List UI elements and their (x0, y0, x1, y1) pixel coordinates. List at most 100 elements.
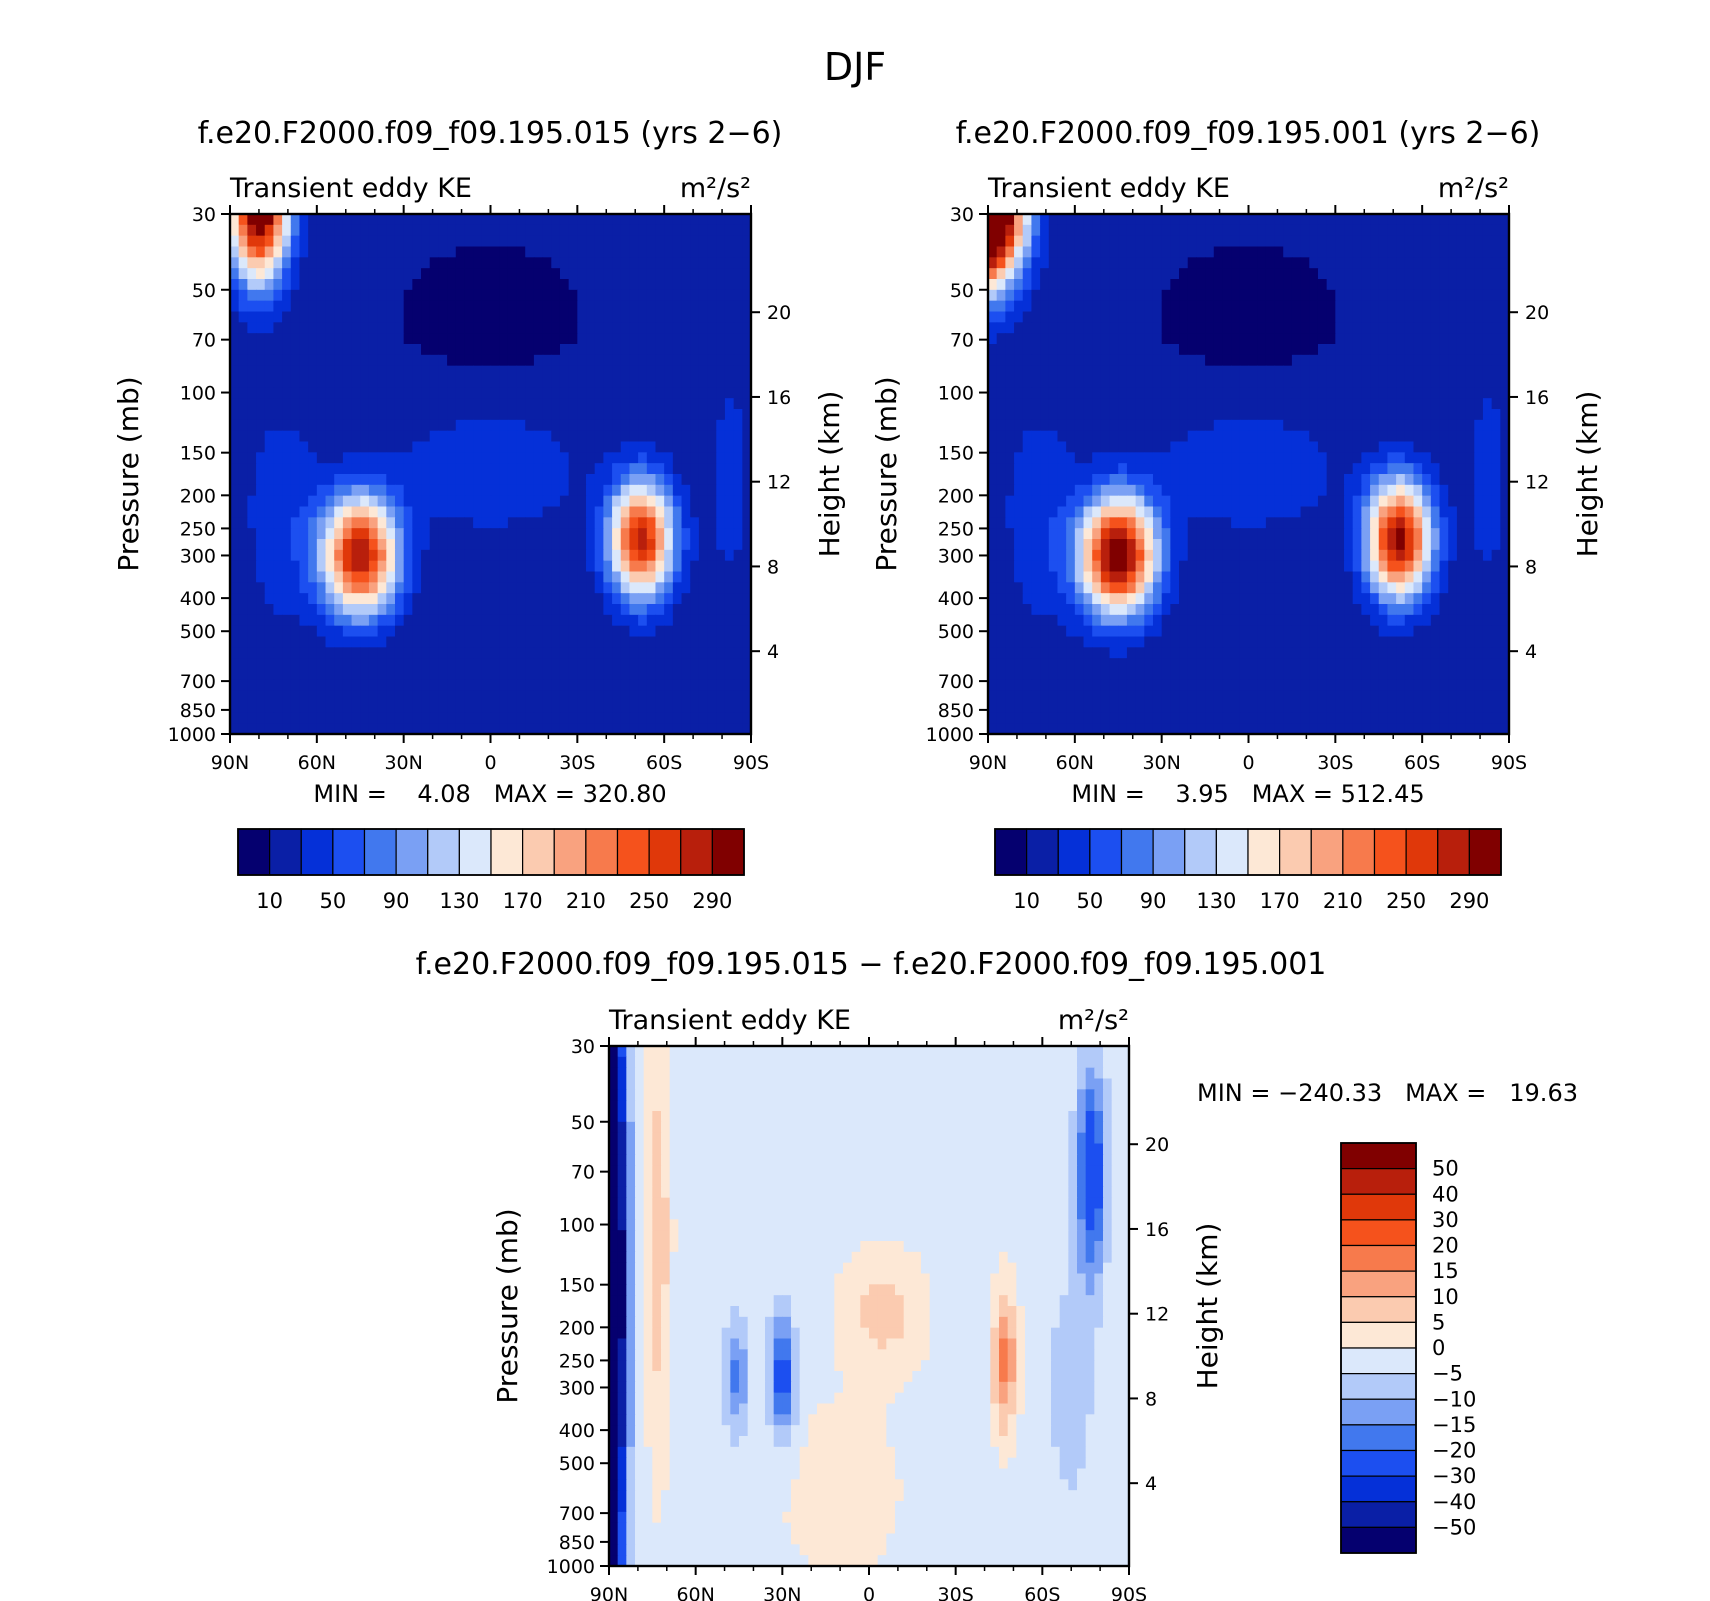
contour-cell (360, 235, 370, 248)
contour-cell (308, 214, 318, 226)
contour-cell (1300, 409, 1310, 421)
contour-cell (1326, 354, 1336, 367)
contour-cell (664, 322, 674, 334)
contour-cell (1231, 474, 1241, 486)
contour-cell (629, 495, 639, 508)
contour-cell (1109, 517, 1119, 529)
contour-cell (1265, 441, 1276, 453)
contour-cell (1048, 289, 1059, 302)
contour-cell (1092, 289, 1102, 302)
contour-cell (1439, 419, 1449, 432)
contour-cell (481, 214, 492, 226)
contour-cell (594, 474, 604, 486)
contour-cell (1309, 300, 1319, 313)
contour-cell (1152, 322, 1163, 334)
contour-cell (429, 571, 439, 583)
contour-cell (646, 723, 657, 735)
contour-cell (1222, 398, 1232, 410)
contour-cell (1213, 430, 1224, 443)
contour-cell (1144, 398, 1154, 410)
contour-cell (464, 560, 474, 573)
contour-cell (1170, 560, 1180, 573)
contour-cell (1135, 441, 1145, 453)
contour-cell (1074, 300, 1085, 313)
contour-cell (533, 398, 544, 410)
contour-cell (351, 300, 361, 313)
contour-cell (646, 658, 657, 670)
contour-cell (264, 669, 275, 681)
contour-cell (1152, 560, 1163, 573)
contour-cell (1187, 474, 1197, 486)
contour-cell (230, 430, 240, 443)
contour-cell (1048, 354, 1059, 367)
contour-cell (299, 246, 309, 258)
contour-cell (551, 679, 561, 692)
contour-cell (342, 300, 353, 313)
contour-cell (455, 625, 466, 638)
contour-cell (481, 398, 492, 410)
contour-cell (1274, 430, 1284, 443)
contour-cell (290, 365, 301, 378)
contour-cell (629, 679, 639, 692)
contour-cell (1265, 279, 1276, 291)
contour-cell (1187, 463, 1197, 475)
contour-cell (429, 506, 439, 518)
contour-cell (464, 214, 474, 226)
contour-cell (1161, 387, 1171, 399)
contour-cell (1422, 246, 1432, 258)
contour-cell (1413, 441, 1423, 453)
contour-cell (629, 463, 639, 475)
contour-cell (1344, 235, 1354, 248)
contour-cell (620, 311, 631, 323)
contour-cell (1326, 419, 1336, 432)
contour-cell (351, 679, 361, 692)
contour-cell (282, 452, 292, 464)
contour-cell (1170, 246, 1180, 258)
contour-cell (551, 214, 561, 226)
contour-cell (438, 593, 448, 605)
contour-cell (264, 571, 275, 583)
contour-cell (247, 690, 257, 703)
contour-cell (1161, 528, 1171, 540)
contour-cell (1378, 387, 1389, 399)
contour-cell (282, 224, 292, 237)
contour-cell (1005, 560, 1015, 573)
contour-cell (1205, 322, 1215, 334)
contour-cell (646, 246, 657, 258)
contour-cell (334, 409, 344, 421)
contour-cell (568, 344, 578, 356)
contour-cell (1370, 484, 1380, 497)
contour-cell (290, 723, 301, 735)
contour-cell (733, 463, 743, 475)
contour-cell (1031, 484, 1041, 497)
contour-cell (403, 452, 413, 464)
contour-cell (230, 701, 240, 713)
contour-cell (394, 398, 405, 410)
contour-cell (1352, 387, 1362, 399)
contour-cell (594, 224, 604, 237)
contour-cell (1222, 452, 1232, 464)
contour-cell (1387, 409, 1397, 421)
contour-cell (733, 376, 743, 388)
contour-cell (1387, 354, 1397, 367)
contour-cell (707, 419, 717, 432)
contour-cell (1335, 235, 1345, 248)
contour-cell (516, 398, 526, 410)
contour-cell (490, 701, 500, 713)
contour-cell (1265, 344, 1276, 356)
contour-cell (342, 354, 353, 367)
contour-cell (1031, 409, 1041, 421)
contour-cell (394, 344, 405, 356)
contour-cell (394, 712, 405, 724)
contour-cell (629, 224, 639, 237)
contour-cell (1022, 333, 1033, 345)
contour-cell (360, 257, 370, 269)
contour-cell (316, 354, 327, 367)
contour-cell (507, 582, 518, 594)
contour-cell (351, 289, 361, 302)
contour-cell (1378, 419, 1389, 432)
contour-cell (351, 268, 361, 280)
contour-cell (403, 376, 413, 388)
contour-cell (655, 257, 665, 269)
contour-cell (1248, 311, 1258, 323)
